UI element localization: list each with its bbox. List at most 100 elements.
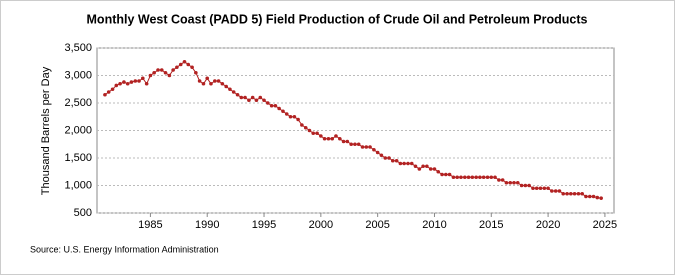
data-point: [402, 161, 406, 166]
data-point: [470, 175, 475, 180]
data-point: [440, 172, 444, 177]
data-point: [587, 194, 592, 199]
data-point: [292, 114, 297, 119]
data-point: [561, 191, 566, 196]
data-point: [144, 81, 149, 86]
data-point: [311, 131, 316, 136]
data-point: [504, 180, 509, 185]
data-point: [372, 147, 376, 152]
data-point: [481, 175, 486, 180]
data-point: [163, 70, 168, 75]
data-point: [432, 167, 437, 171]
data-point: [497, 178, 501, 182]
data-point: [387, 156, 391, 160]
data-point: [152, 70, 156, 75]
data-point: [349, 142, 353, 147]
data-point: [171, 68, 175, 72]
data-point: [421, 164, 425, 169]
data-point: [368, 145, 372, 149]
data-point: [122, 80, 126, 84]
data-point: [515, 180, 520, 185]
data-point: [194, 70, 198, 75]
data-point: [265, 101, 270, 105]
data-point: [250, 95, 255, 100]
data-point: [466, 175, 471, 180]
data-point: [137, 79, 141, 83]
data-point: [190, 65, 194, 70]
data-point: [273, 103, 278, 108]
data-point: [569, 191, 573, 196]
data-point: [546, 186, 550, 191]
data-point: [489, 175, 494, 180]
data-point: [103, 92, 107, 97]
data-point: [428, 167, 433, 171]
data-point: [485, 175, 490, 180]
data-point: [353, 142, 357, 147]
data-point: [478, 175, 482, 180]
y-tick-label: 1,000: [64, 179, 92, 191]
data-point: [235, 92, 240, 97]
data-point: [243, 95, 247, 100]
data-point: [186, 62, 191, 67]
data-point: [110, 87, 115, 92]
x-tick-label: 2010: [422, 219, 446, 231]
data-point: [500, 178, 505, 182]
data-point: [519, 183, 524, 188]
data-point: [228, 87, 232, 92]
data-point: [375, 150, 380, 155]
data-point: [201, 81, 206, 86]
data-point: [413, 164, 418, 169]
data-point: [379, 153, 384, 158]
x-tick-label: 2005: [365, 219, 389, 231]
data-point: [534, 186, 539, 191]
data-point: [284, 112, 289, 116]
data-point: [572, 191, 577, 196]
data-point: [239, 95, 244, 100]
data-point: [474, 175, 478, 180]
data-point: [595, 195, 600, 200]
data-point: [463, 175, 467, 180]
y-tick-label: 2,500: [64, 97, 92, 109]
data-point: [334, 134, 338, 138]
data-point: [425, 164, 429, 169]
data-point: [557, 189, 562, 193]
data-point: [281, 109, 285, 114]
data-point: [394, 158, 399, 163]
x-tick-label: 2015: [479, 219, 503, 231]
chart-title: Monthly West Coast (PADD 5) Field Produc…: [87, 12, 588, 26]
data-point: [364, 145, 369, 149]
data-point: [383, 156, 388, 160]
data-point: [277, 106, 281, 111]
y-tick-label: 3,000: [64, 69, 92, 81]
data-point: [247, 98, 251, 103]
y-tick-label: 3,500: [64, 42, 92, 54]
data-point: [156, 68, 160, 72]
source-note: Source: U.S. Energy Information Administ…: [30, 244, 219, 254]
data-point: [542, 186, 547, 191]
data-point: [133, 79, 138, 83]
data-point: [258, 95, 263, 100]
data-point: [459, 175, 463, 180]
data-point: [167, 73, 172, 78]
x-tick-label: 2000: [309, 219, 333, 231]
data-point: [307, 128, 312, 133]
data-point: [254, 98, 259, 103]
data-point: [213, 79, 217, 83]
data-point: [417, 167, 422, 171]
data-point: [398, 161, 403, 166]
data-point: [338, 136, 342, 141]
data-point: [447, 172, 452, 177]
data-point: [224, 84, 228, 89]
x-tick-label: 2025: [593, 219, 617, 231]
data-point: [493, 175, 497, 180]
data-point: [508, 180, 513, 185]
y-tick-label: 2,000: [64, 124, 92, 136]
y-axis-label: Thousand Barrels per Day: [40, 66, 52, 195]
data-point: [182, 59, 187, 64]
data-point: [262, 98, 266, 103]
data-point: [216, 79, 221, 83]
data-point: [345, 139, 350, 144]
data-point: [315, 131, 319, 136]
data-point: [455, 175, 459, 180]
